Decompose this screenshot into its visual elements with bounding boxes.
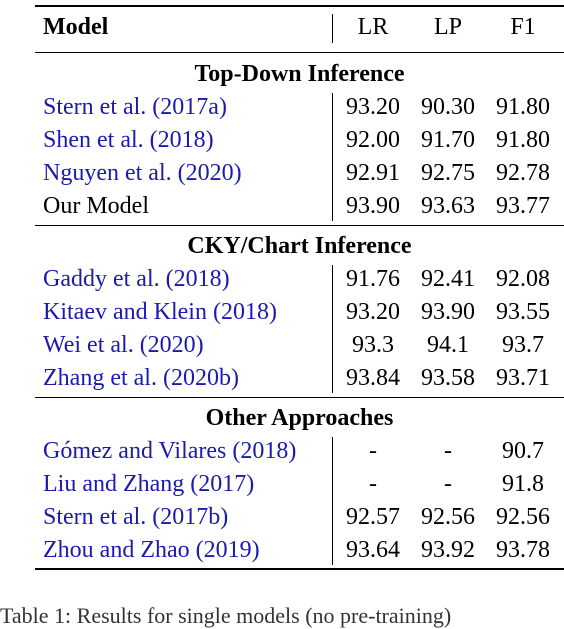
f1-value: 92.56 — [496, 504, 550, 530]
f1-value: 92.78 — [496, 160, 550, 186]
model-name[interactable]: Gaddy et al. (2018) — [43, 266, 230, 292]
f1-value: 92.08 — [496, 266, 550, 292]
bottom-rule — [35, 568, 564, 570]
header-lr: LR — [357, 14, 389, 40]
table-row: Gómez and Vilares (2018) - - 90.7 — [35, 435, 564, 468]
column-divider — [332, 93, 333, 221]
section-rule — [35, 397, 564, 398]
table-row: Gaddy et al. (2018) 91.76 92.41 92.08 — [35, 263, 564, 296]
header-f1: F1 — [510, 14, 536, 40]
f1-value: 93.71 — [496, 365, 550, 391]
lr-value: 91.76 — [346, 266, 400, 292]
table-row: Our Model 93.90 93.63 93.77 — [35, 190, 564, 223]
table-row: Stern et al. (2017a) 93.20 90.30 91.80 — [35, 91, 564, 124]
lr-value: 93.20 — [346, 299, 400, 325]
table-row: Wei et al. (2020) 93.3 94.1 93.7 — [35, 329, 564, 362]
header-model: Model — [43, 14, 109, 40]
lp-value: 91.70 — [421, 127, 475, 153]
model-name[interactable]: Nguyen et al. (2020) — [43, 160, 242, 186]
lp-value: 92.75 — [421, 160, 475, 186]
lr-value: - — [369, 471, 377, 497]
model-name[interactable]: Stern et al. (2017b) — [43, 504, 229, 530]
lr-value: 93.90 — [346, 193, 400, 219]
lr-value: - — [369, 438, 377, 464]
section-title: Top-Down Inference — [194, 61, 405, 87]
f1-value: 93.55 — [496, 299, 550, 325]
lp-value: - — [444, 438, 452, 464]
lp-value: 93.63 — [421, 193, 475, 219]
table-row: Shen et al. (2018) 92.00 91.70 91.80 — [35, 124, 564, 157]
f1-value: 93.7 — [502, 332, 544, 358]
header-lp: LP — [433, 14, 462, 40]
table-row: Nguyen et al. (2020) 92.91 92.75 92.78 — [35, 157, 564, 190]
model-name[interactable]: Shen et al. (2018) — [43, 127, 214, 153]
lr-value: 92.57 — [346, 504, 400, 530]
column-divider — [332, 437, 333, 565]
header-rule — [35, 52, 564, 53]
header-row: Model LR LP F1 — [35, 11, 564, 44]
model-name[interactable]: Stern et al. (2017a) — [43, 94, 227, 120]
table-row: Zhou and Zhao (2019) 93.64 93.92 93.78 — [35, 534, 564, 567]
lr-value: 92.91 — [346, 160, 400, 186]
model-name[interactable]: Kitaev and Klein (2018) — [43, 299, 277, 325]
table-row: Kitaev and Klein (2018) 93.20 93.90 93.55 — [35, 296, 564, 329]
model-name[interactable]: Liu and Zhang (2017) — [43, 471, 255, 497]
top-rule — [35, 5, 564, 7]
lp-value: 90.30 — [421, 94, 475, 120]
model-name: Our Model — [43, 193, 149, 219]
section-title: Other Approaches — [205, 405, 394, 431]
f1-value: 91.80 — [496, 127, 550, 153]
lr-value: 92.00 — [346, 127, 400, 153]
lp-value: 92.41 — [421, 266, 475, 292]
lp-value: 92.56 — [421, 504, 475, 530]
header-divider — [332, 14, 333, 43]
column-divider — [332, 265, 333, 393]
lr-value: 93.20 — [346, 94, 400, 120]
table-caption: Table 1: Results for single models (no p… — [0, 603, 452, 628]
f1-value: 90.7 — [502, 438, 544, 464]
f1-value: 93.77 — [496, 193, 550, 219]
lp-value: 94.1 — [427, 332, 469, 358]
f1-value: 91.8 — [502, 471, 544, 497]
lp-value: 93.92 — [421, 537, 475, 563]
model-name[interactable]: Zhou and Zhao (2019) — [43, 537, 260, 563]
model-name[interactable]: Wei et al. (2020) — [43, 332, 204, 358]
table-row: Liu and Zhang (2017) - - 91.8 — [35, 468, 564, 501]
f1-value: 91.80 — [496, 94, 550, 120]
section-rule — [35, 225, 564, 226]
model-name[interactable]: Zhang et al. (2020b) — [43, 365, 239, 391]
lr-value: 93.3 — [352, 332, 394, 358]
model-name[interactable]: Gómez and Vilares (2018) — [43, 438, 297, 464]
lr-value: 93.64 — [346, 537, 400, 563]
table-row: Zhang et al. (2020b) 93.84 93.58 93.71 — [35, 362, 564, 395]
section-title: CKY/Chart Inference — [187, 233, 412, 259]
lp-value: 93.58 — [421, 365, 475, 391]
lp-value: 93.90 — [421, 299, 475, 325]
f1-value: 93.78 — [496, 537, 550, 563]
table-row: Stern et al. (2017b) 92.57 92.56 92.56 — [35, 501, 564, 534]
lr-value: 93.84 — [346, 365, 400, 391]
lp-value: - — [444, 471, 452, 497]
